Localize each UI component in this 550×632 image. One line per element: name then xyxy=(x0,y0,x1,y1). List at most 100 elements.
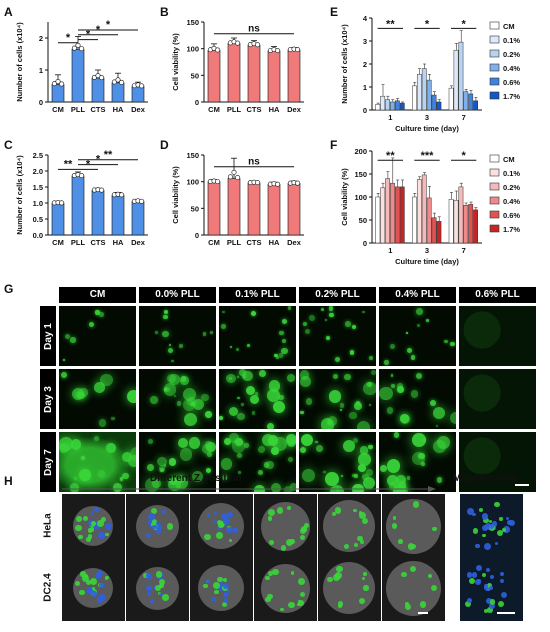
cell-spot xyxy=(82,516,88,522)
cell-spot xyxy=(384,360,389,365)
cell-spot xyxy=(277,394,284,401)
x-tick-label: Dex xyxy=(131,105,146,114)
cell-spot xyxy=(148,512,156,520)
cell-spot xyxy=(151,519,156,524)
cell-spot xyxy=(352,324,357,330)
x-tick-label: CTS xyxy=(91,105,106,114)
data-point xyxy=(99,187,105,193)
y-tick-label: 0 xyxy=(363,106,367,115)
x-tick-label: 3 xyxy=(425,246,429,255)
cell-spot xyxy=(302,321,308,327)
bar xyxy=(453,49,459,111)
fluorescence-image xyxy=(299,306,376,366)
cell-spot xyxy=(80,571,86,577)
cell-spot xyxy=(235,437,244,446)
cell-spot xyxy=(157,576,162,581)
cell-spot xyxy=(320,418,335,429)
cell-spot xyxy=(288,456,294,462)
cell-spot xyxy=(91,591,98,598)
significance-label: *** xyxy=(421,150,435,162)
cell-spot xyxy=(203,583,208,588)
cell-spot xyxy=(485,598,492,605)
bar xyxy=(267,50,281,103)
cell-spot xyxy=(92,525,96,529)
cell-spot xyxy=(168,478,182,492)
cell-spot xyxy=(209,330,213,334)
y-tick-label: 0.0 xyxy=(33,231,43,240)
h-row-label: HeLa xyxy=(42,513,54,538)
legend-entry: CM xyxy=(503,22,515,31)
cell-spot xyxy=(482,513,489,520)
cell-spot xyxy=(201,393,209,402)
cell-spot xyxy=(444,339,448,344)
cell-spot xyxy=(158,592,163,597)
cell-spot xyxy=(478,508,483,513)
x-axis-label: Culture time (day) xyxy=(395,257,459,266)
cell-spot xyxy=(354,542,359,547)
cell-spot xyxy=(254,392,259,396)
y-axis-label: Number of cells (x10⁴) xyxy=(15,22,24,102)
g-col-header: 0.2% PLL xyxy=(299,287,376,303)
bar xyxy=(468,204,474,244)
data-point xyxy=(215,179,221,185)
cell-spot xyxy=(281,318,287,325)
cell-spot xyxy=(426,319,430,322)
z-slice-image xyxy=(254,494,317,559)
bar xyxy=(463,205,469,244)
cell-spot xyxy=(299,534,305,540)
cell-spot xyxy=(297,578,305,585)
cell-spot xyxy=(95,572,101,579)
cell-spot xyxy=(412,433,427,447)
cell-spot xyxy=(192,398,205,411)
cell-spot xyxy=(481,524,489,532)
cell-spot xyxy=(370,369,376,376)
cell-spot xyxy=(302,469,316,482)
cell-spot xyxy=(74,476,78,480)
bar xyxy=(458,186,464,244)
bar xyxy=(51,84,65,103)
bar xyxy=(227,178,241,236)
cell-spot xyxy=(121,451,133,463)
magnified-image xyxy=(460,494,523,559)
bar xyxy=(111,194,125,236)
cell-spot xyxy=(290,571,295,575)
cell-spot xyxy=(213,582,220,589)
chart-a: 0 1 2 Number of cells (x10⁴) CM PLL CTS HA Dex * *… xyxy=(15,19,148,114)
cell-spot xyxy=(358,511,366,519)
cell-spot xyxy=(301,526,308,533)
g-col-header: 0.6% PLL xyxy=(459,287,536,303)
cell-spot xyxy=(286,506,291,511)
legend-entry: 0.4% xyxy=(503,197,520,206)
y-tick-label: 100 xyxy=(186,178,199,187)
cell-spot xyxy=(218,522,224,528)
data-point xyxy=(139,83,145,89)
cell-spot xyxy=(211,596,216,602)
cell-spot xyxy=(349,350,355,355)
cell-spot xyxy=(129,446,136,461)
cell-spot xyxy=(340,475,343,478)
cell-spot xyxy=(98,583,103,588)
cell-spot xyxy=(281,545,287,551)
cell-spot xyxy=(222,517,230,525)
legend-entry: 0.6% xyxy=(503,78,520,87)
cell-spot xyxy=(363,477,376,490)
bar xyxy=(416,74,422,111)
bar xyxy=(468,93,474,111)
bar xyxy=(207,181,221,236)
bar xyxy=(267,184,281,236)
cell-spot xyxy=(412,501,420,508)
significance-label: * xyxy=(106,19,111,31)
cell-spot xyxy=(339,408,342,411)
cell-spot xyxy=(228,539,233,543)
cell-spot xyxy=(94,521,99,525)
cell-spot xyxy=(166,373,176,384)
cell-spot xyxy=(232,526,239,533)
data-point xyxy=(111,79,117,85)
y-tick-label: 1 xyxy=(39,66,43,75)
cell-spot xyxy=(391,523,398,529)
cell-spot xyxy=(149,600,154,605)
cell-spot xyxy=(392,516,397,521)
cell-spot xyxy=(436,477,443,483)
fluorescence-image xyxy=(139,432,216,492)
cell-spot xyxy=(353,508,357,512)
